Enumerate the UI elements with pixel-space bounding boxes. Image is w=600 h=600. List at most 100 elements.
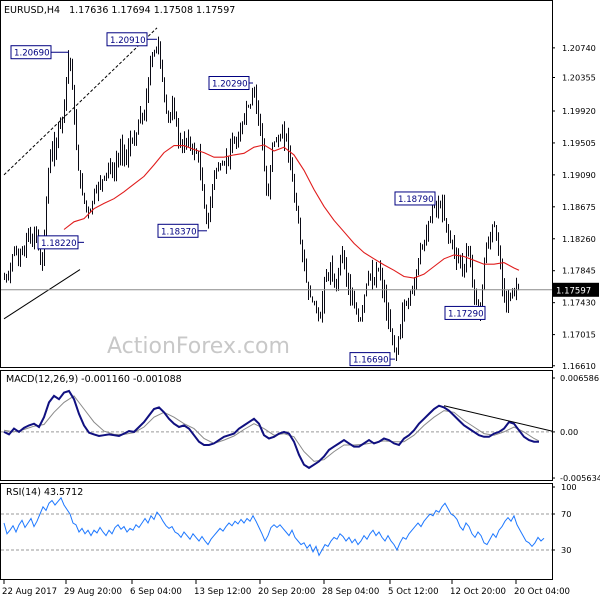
- candle-body: [18, 253, 19, 262]
- candle-body: [298, 208, 299, 223]
- candle-body: [332, 270, 333, 279]
- candle-body: [196, 152, 197, 154]
- macd-tick-label: 0.00: [560, 427, 578, 437]
- candle-body: [424, 243, 425, 246]
- candle-body: [100, 183, 101, 187]
- lower-trendline: [3, 269, 81, 320]
- candle-body: [378, 268, 379, 271]
- candle-body: [182, 145, 183, 150]
- candle-body: [22, 249, 23, 252]
- candle-body: [260, 116, 261, 128]
- candle-body: [20, 251, 21, 262]
- candle-body: [88, 208, 89, 213]
- candle-body: [174, 110, 175, 113]
- candle-body: [278, 139, 279, 142]
- candle-body: [162, 62, 163, 82]
- candle-body: [216, 170, 217, 173]
- candle-body: [482, 285, 483, 306]
- candle-body: [416, 274, 417, 286]
- candle-body: [402, 314, 403, 327]
- candle-body: [488, 243, 489, 246]
- candle-body: [192, 146, 193, 150]
- candle-body: [102, 179, 103, 184]
- candle-body: [198, 152, 199, 157]
- time-axis: 22 Aug 2017 29 Aug 20:00 6 Sep 04:00 13 Sep…: [2, 580, 570, 597]
- candle-body: [78, 147, 79, 171]
- candle-body: [392, 331, 393, 340]
- candle-body: [186, 139, 187, 142]
- candle-body: [460, 256, 461, 259]
- watermark: ActionForex.com: [107, 334, 290, 359]
- macd-header: MACD(12,26,9) -0.001160 -0.001088: [6, 374, 182, 385]
- candle-body: [262, 127, 263, 148]
- candle-body: [82, 185, 83, 194]
- candle-body: [316, 304, 317, 309]
- candle-body: [210, 202, 211, 222]
- candle-body: [290, 149, 291, 163]
- candle-body: [308, 281, 309, 296]
- candle-body: [372, 274, 373, 284]
- time-tick-label: 12 Oct 20:00: [450, 587, 506, 597]
- price-tick-label: 1.16610: [562, 361, 596, 371]
- price-tick-label: 1.17430: [562, 298, 596, 308]
- candle-body: [418, 258, 419, 275]
- candle-body: [376, 270, 377, 284]
- candle-body: [30, 231, 31, 239]
- macd-signal-line: [3, 395, 540, 462]
- candle-body: [14, 251, 15, 255]
- candle-body: [94, 191, 95, 202]
- candle-body: [510, 297, 511, 300]
- price-axis-ticks: 1.20740 1.20355 1.19920 1.19505 1.19090 1.186…: [552, 43, 596, 371]
- candle-body: [62, 120, 63, 122]
- price-annotation-text: 1.20690: [14, 49, 50, 59]
- candle-body: [448, 227, 449, 234]
- candle-body: [328, 274, 329, 279]
- moving-average: [63, 144, 520, 279]
- candle-body: [96, 188, 97, 192]
- candle-body: [238, 141, 239, 146]
- candle-body: [506, 291, 507, 302]
- candle-body: [310, 295, 311, 298]
- candle-body: [266, 170, 267, 194]
- candle-body: [130, 139, 131, 150]
- rsi-line-path: [3, 496, 545, 557]
- macd-tick-label: 0.006586: [560, 373, 599, 383]
- candle-body: [450, 233, 451, 242]
- candle-body: [230, 152, 231, 157]
- candle-body: [338, 270, 339, 284]
- candle-body: [360, 318, 361, 321]
- candle-body: [180, 135, 181, 146]
- candle-body: [46, 201, 47, 235]
- price-annotation-box: [349, 352, 391, 367]
- candle-body: [490, 239, 491, 244]
- candle-body: [16, 251, 17, 254]
- candle-body: [420, 245, 421, 259]
- candle-body: [508, 299, 509, 302]
- rsi-axis-ticks: 100 70 30: [1, 482, 577, 555]
- candle-body: [106, 172, 107, 177]
- candle-body: [286, 135, 287, 139]
- candle-body: [342, 253, 343, 255]
- candle-body: [496, 226, 497, 240]
- candle-body: [232, 143, 233, 153]
- candle-body: [368, 274, 369, 284]
- candle-body: [500, 253, 501, 267]
- candle-body: [466, 251, 467, 269]
- candle-body: [128, 149, 129, 161]
- candle-body: [166, 97, 167, 113]
- candle-body: [34, 233, 35, 246]
- candle-body: [70, 59, 71, 63]
- candle-body: [274, 141, 275, 144]
- candle-body: [108, 166, 109, 173]
- candle-body: [50, 154, 51, 173]
- candle-body: [164, 81, 165, 98]
- current-price-box: [553, 282, 599, 297]
- candle-body: [468, 249, 469, 252]
- price-annotation-box: [10, 45, 52, 60]
- candle-body: [370, 274, 371, 276]
- price-annotation-text: 1.20910: [110, 36, 146, 46]
- candle-body: [280, 137, 281, 140]
- price-annotation-box: [157, 223, 199, 238]
- candle-body: [84, 193, 85, 202]
- candle-body: [202, 174, 203, 190]
